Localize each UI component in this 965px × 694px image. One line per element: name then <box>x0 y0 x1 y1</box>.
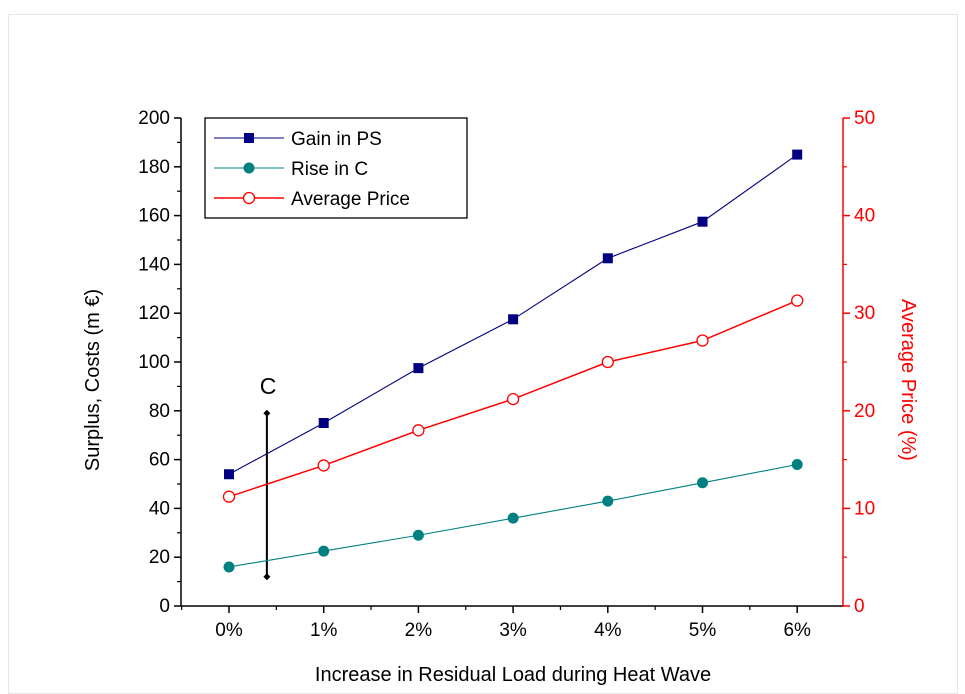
y-left-tick-label: 100 <box>138 352 170 373</box>
series-2-point <box>412 529 424 541</box>
series-3-point <box>412 424 425 437</box>
y-axis-right-label: Average Price (%) <box>897 299 919 461</box>
y-left-tick-label: 60 <box>149 450 170 471</box>
y-left-tick-label: 180 <box>138 157 170 178</box>
series-1-point <box>413 363 424 374</box>
series-1-point <box>318 418 329 428</box>
series-2-point <box>318 545 330 557</box>
y-right-tick-label: 50 <box>854 108 875 129</box>
x-axis-label: Increase in Residual Load during Heat Wa… <box>315 664 711 686</box>
y-left-tick-label: 200 <box>138 108 170 129</box>
x-tick-label: 3% <box>499 620 527 641</box>
y-left-tick-label: 0 <box>159 596 170 617</box>
series-1-point <box>697 216 708 227</box>
y-right-tick-label: 20 <box>854 401 875 422</box>
y-right-tick-label: 40 <box>854 206 875 227</box>
series-1-point <box>792 149 803 160</box>
legend-label: Gain in PS <box>291 129 382 150</box>
series-1-point <box>508 314 519 325</box>
series-2-point <box>223 561 235 573</box>
series-2-point <box>697 477 708 489</box>
legend-label: Average Price <box>291 189 410 210</box>
series-1-point <box>224 469 234 480</box>
legend-marker <box>244 133 254 143</box>
y-left-tick-label: 20 <box>149 547 170 568</box>
y-left-tick-label: 120 <box>138 303 170 324</box>
x-tick-label: 0% <box>215 620 243 641</box>
y-left-tick-label: 160 <box>138 206 170 227</box>
y-right-tick-label: 10 <box>854 498 875 519</box>
series-3-point <box>696 334 709 347</box>
legend-marker <box>242 191 256 205</box>
series-3-point <box>601 355 614 369</box>
x-tick-label: 5% <box>689 620 717 641</box>
x-tick-label: 1% <box>310 620 338 641</box>
series-2-point <box>602 495 614 507</box>
series-3-point <box>506 392 520 406</box>
x-tick-label: 2% <box>405 620 433 641</box>
annotation-label: C <box>260 373 277 399</box>
y-right-tick-label: 30 <box>854 303 875 324</box>
legend-label: Rise in C <box>291 159 368 180</box>
y-right-tick-label: 0 <box>854 596 865 617</box>
y-axis-left-label: Surplus, Costs (m €) <box>82 289 104 471</box>
series-2-point <box>791 458 803 470</box>
y-left-tick-label: 40 <box>149 498 170 519</box>
y-left-tick-label: 80 <box>149 401 170 422</box>
series-3-point <box>317 459 330 472</box>
series-1-point <box>602 253 613 264</box>
legend-marker <box>243 162 255 174</box>
y-left-tick-label: 140 <box>138 254 170 275</box>
annotation-range-endpoint <box>263 409 271 417</box>
series-2-point <box>507 512 519 524</box>
series-3-point <box>791 294 804 307</box>
series-3-point <box>222 490 236 503</box>
x-tick-label: 4% <box>594 620 622 641</box>
x-tick-label: 6% <box>783 620 811 641</box>
annotation-range-endpoint <box>263 573 271 581</box>
